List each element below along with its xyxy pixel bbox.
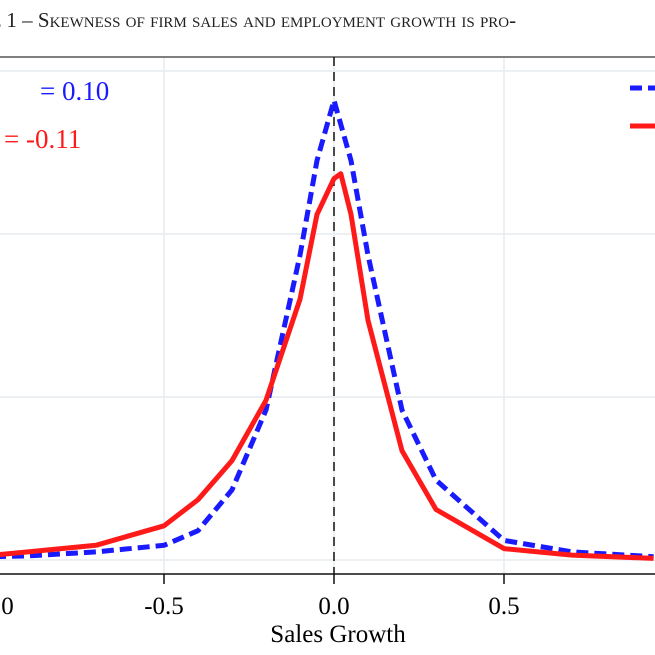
x-tick-label: 0.0 xyxy=(318,593,349,620)
x-tick-label: -0.5 xyxy=(144,593,184,620)
x-axis-label: Sales Growth xyxy=(270,621,406,648)
series-line-dashed xyxy=(0,97,654,560)
x-tick-label: -1.0 xyxy=(0,593,14,620)
skewness-annotation-red: = -0.11 xyxy=(4,124,81,154)
grid xyxy=(0,57,655,574)
skewness-annotation-blue: = 0.10 xyxy=(40,76,109,106)
x-ticks: -1.0 -0.5 0.0 0.5 xyxy=(0,574,520,620)
figure-title: e 1 – Skewness of firm sales and employm… xyxy=(0,8,517,32)
x-tick-label: 0.5 xyxy=(488,593,519,620)
series-line-solid xyxy=(0,171,654,561)
